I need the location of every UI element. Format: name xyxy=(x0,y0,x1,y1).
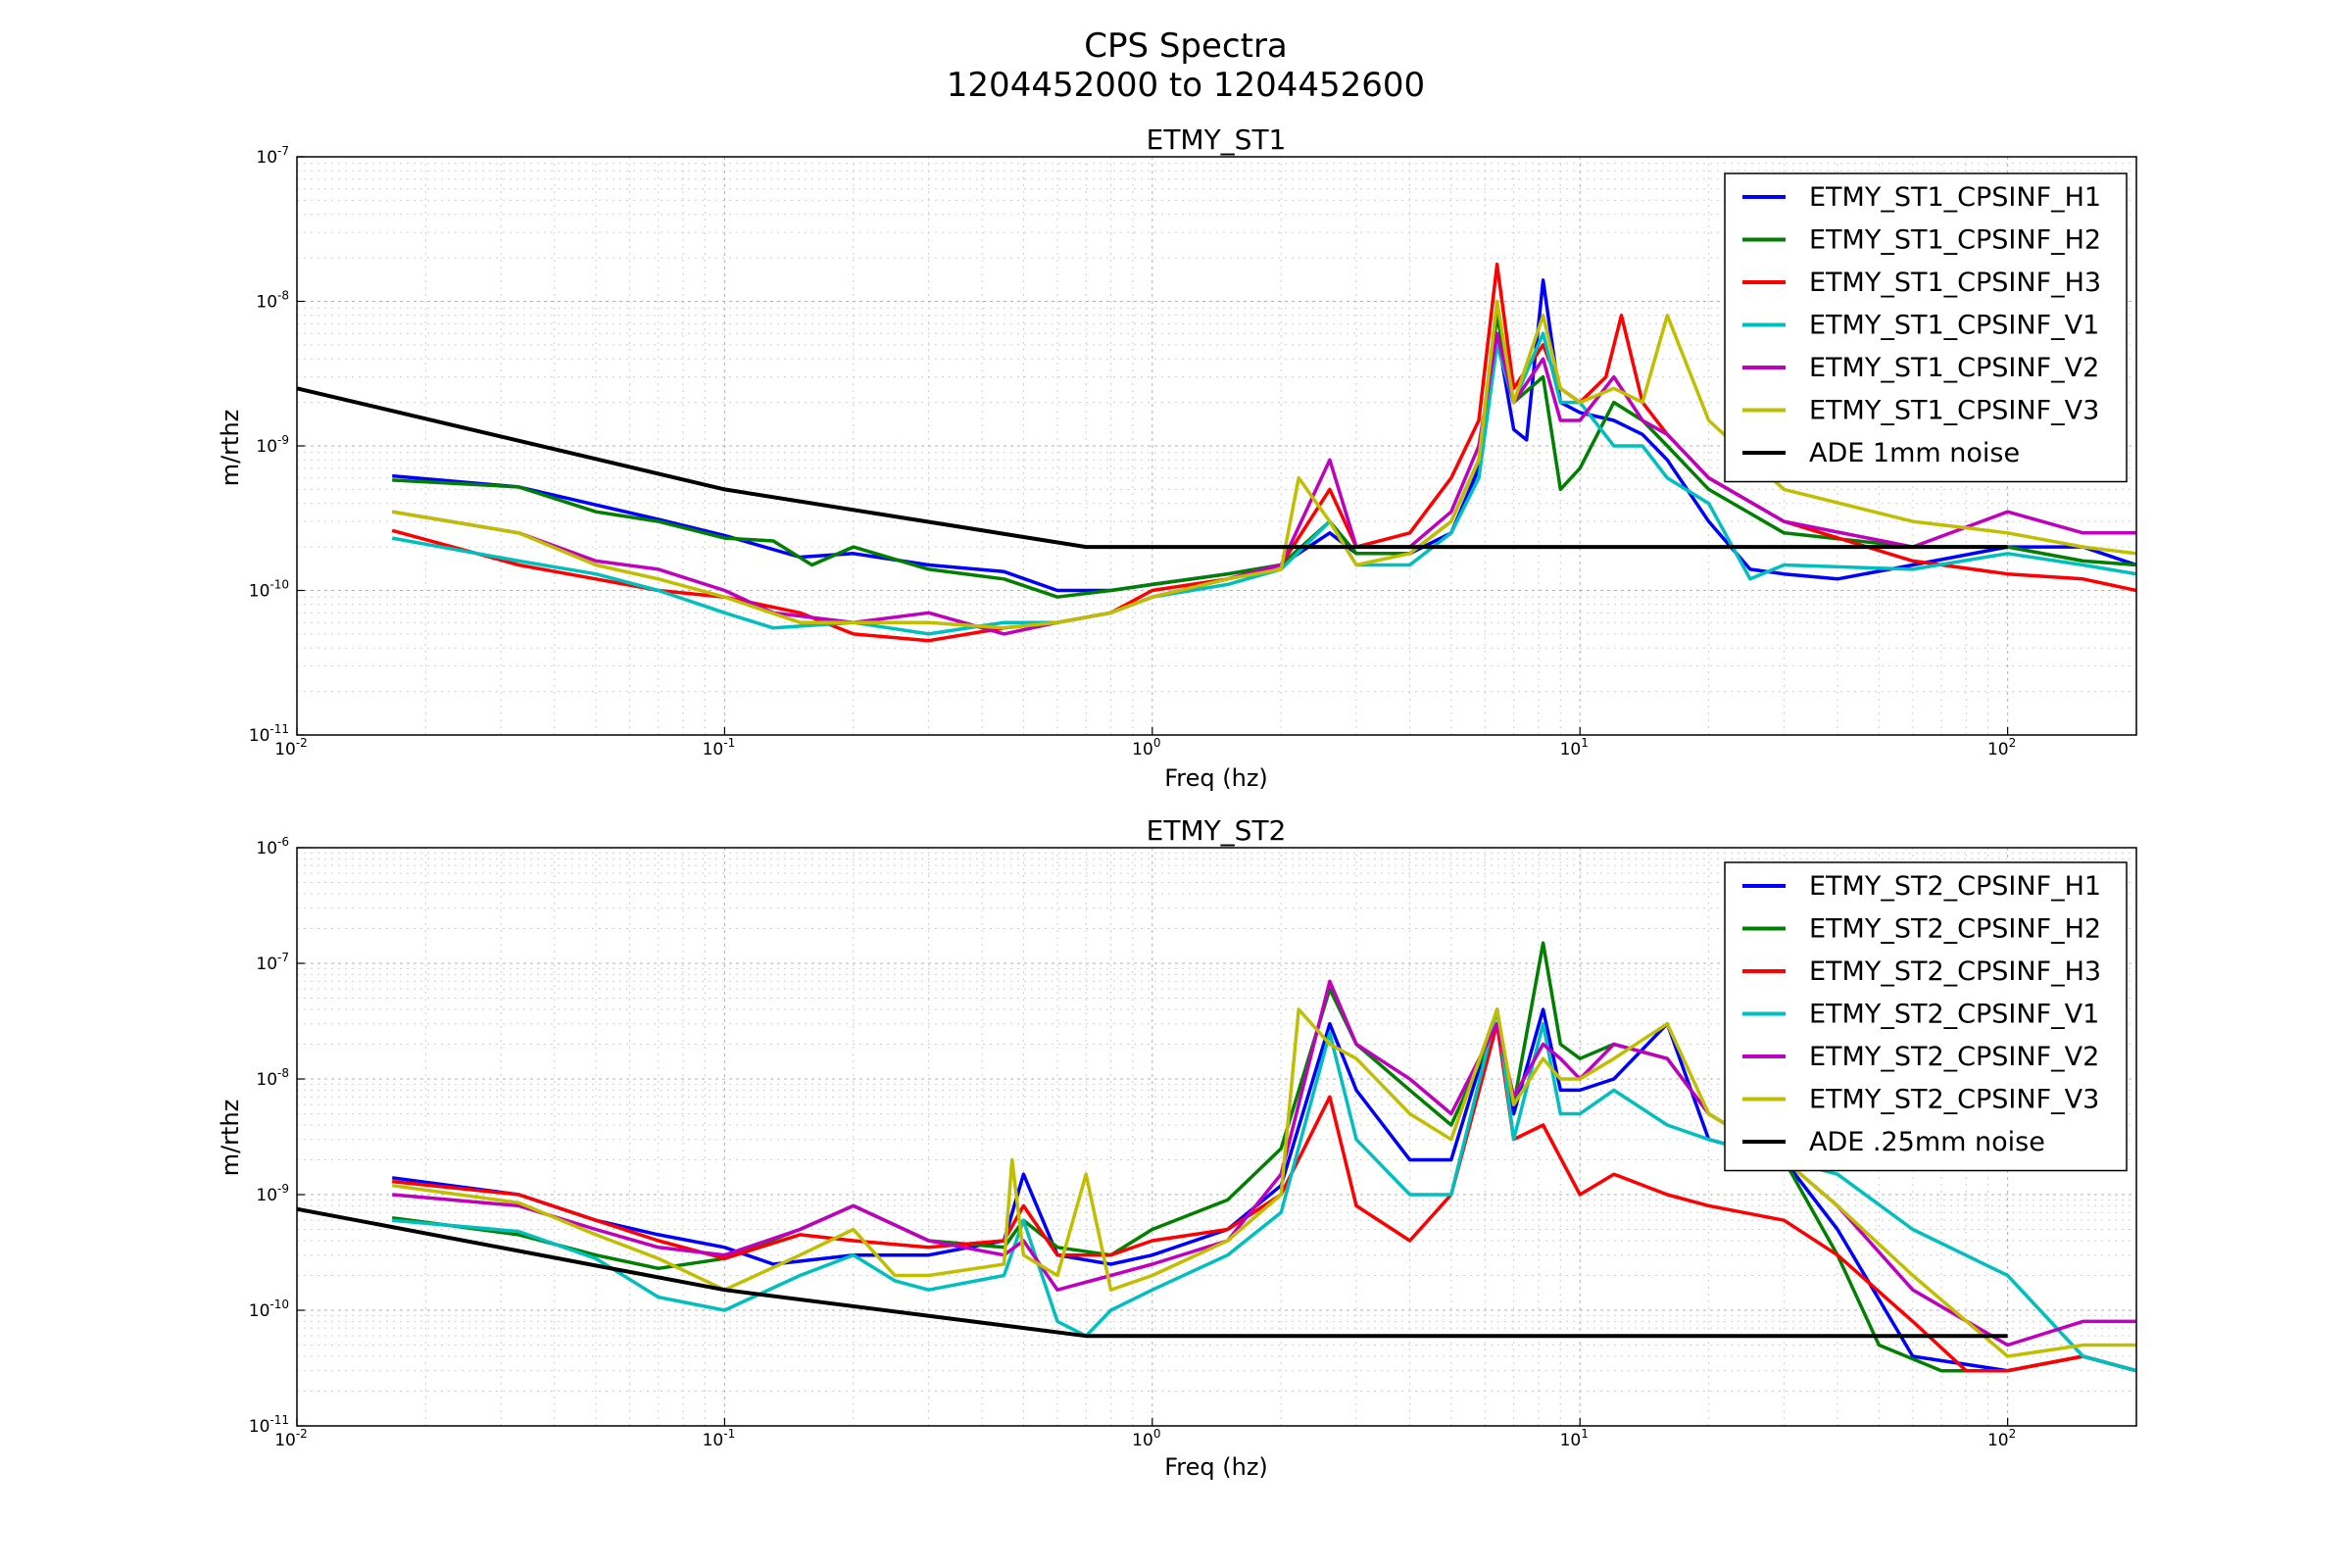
legend-label: ETMY_ST1_CPSINF_V3 xyxy=(1809,396,2099,426)
legend-label: ADE 1mm noise xyxy=(1809,438,2020,468)
y-tick-label: 10-10 xyxy=(249,578,289,602)
x-tick-label: 10-1 xyxy=(703,736,736,760)
series-line-ade-25mm-noise xyxy=(297,1206,2008,1339)
legend-label: ETMY_ST2_CPSINF_H1 xyxy=(1809,871,2101,902)
x-axis-label: Freq (hz) xyxy=(1164,764,1268,792)
series-line-etmy-st2-cpsinf-v3 xyxy=(391,1007,2136,1358)
series-line-etmy-st1-cpsinf-v3 xyxy=(391,299,2136,630)
grid xyxy=(296,847,2137,1427)
x-tick-label: 101 xyxy=(1560,736,1589,760)
legend-label: ETMY_ST1_CPSINF_V1 xyxy=(1809,311,2099,341)
chart-title: ETMY_ST2 xyxy=(1147,814,1287,847)
y-tick-label: 10-9 xyxy=(256,1182,289,1205)
y-tick-label: 10-11 xyxy=(249,722,289,746)
x-tick-label: 10-2 xyxy=(274,736,308,760)
figure-title-line1: CPS Spectra xyxy=(1084,26,1288,66)
legend: ETMY_ST2_CPSINF_H1 ETMY_ST2_CPSINF_H2 ETMY… xyxy=(1724,861,2128,1172)
x-tick-label: 100 xyxy=(1132,736,1160,760)
series-line-etmy-st2-cpsinf-h3 xyxy=(392,1021,2136,1373)
series-line-etmy-st1-cpsinf-v1 xyxy=(391,331,2136,636)
x-tick-label: 10-1 xyxy=(703,1427,736,1450)
legend-label: ETMY_ST1_CPSINF_V2 xyxy=(1809,353,2099,383)
legend: ETMY_ST1_CPSINF_H1 ETMY_ST1_CPSINF_H2 ETMY… xyxy=(1724,172,2128,483)
x-tick-label: 10-2 xyxy=(274,1427,308,1450)
y-tick-label: 10-6 xyxy=(256,835,289,858)
legend-label: ETMY_ST2_CPSINF_V3 xyxy=(1809,1085,2099,1115)
x-axis-label: Freq (hz) xyxy=(1164,1453,1268,1481)
x-tick-label: 102 xyxy=(1987,1427,2016,1450)
y-tick-label: 10-10 xyxy=(249,1298,289,1321)
series-line-etmy-st1-cpsinf-h2 xyxy=(392,314,2136,599)
legend-label: ETMY_ST2_CPSINF_H2 xyxy=(1809,914,2101,945)
legend-label: ETMY_ST2_CPSINF_V1 xyxy=(1809,1000,2099,1030)
legend-label: ADE .25mm noise xyxy=(1809,1127,2045,1157)
x-tick-label: 102 xyxy=(1987,736,2016,760)
y-tick-label: 10-11 xyxy=(249,1413,289,1437)
grid xyxy=(296,156,2137,736)
legend-label: ETMY_ST1_CPSINF_H1 xyxy=(1809,182,2101,213)
legend-label: ETMY_ST2_CPSINF_H3 xyxy=(1809,956,2101,987)
legend-box xyxy=(1724,172,2128,483)
chart-panel-etmy-st1: ETMY_ST1 Freq (hz) m/rthz 10-2 10-1 100 101… xyxy=(217,123,2137,792)
x-tick-label: 101 xyxy=(1560,1427,1589,1450)
axes-frame xyxy=(296,847,2137,1427)
y-axis-label: m/rthz xyxy=(217,1100,244,1177)
legend-label: ETMY_ST1_CPSINF_H2 xyxy=(1809,225,2101,256)
y-axis-label: m/rthz xyxy=(217,410,244,487)
y-tick-label: 10-9 xyxy=(256,433,289,457)
series-line-ade-1mm-noise xyxy=(297,386,2008,550)
figure-title-line2: 1204452000 to 1204452600 xyxy=(947,66,1425,105)
y-tick-label: 10-7 xyxy=(256,951,289,974)
y-tick-label: 10-7 xyxy=(256,144,289,168)
legend-box xyxy=(1724,861,2128,1172)
y-tick-label: 10-8 xyxy=(256,1066,289,1090)
y-tick-label: 10-8 xyxy=(256,289,289,313)
chart-title: ETMY_ST1 xyxy=(1147,123,1287,156)
legend-label: ETMY_ST1_CPSINF_H3 xyxy=(1809,268,2101,298)
series-group xyxy=(297,263,2136,643)
x-tick-label: 100 xyxy=(1132,1427,1160,1450)
chart-panel-etmy-st2: ETMY_ST2 Freq (hz) m/rthz 10-2 10-1 100 101… xyxy=(217,814,2137,1481)
legend-label: ETMY_ST2_CPSINF_V2 xyxy=(1809,1042,2099,1072)
